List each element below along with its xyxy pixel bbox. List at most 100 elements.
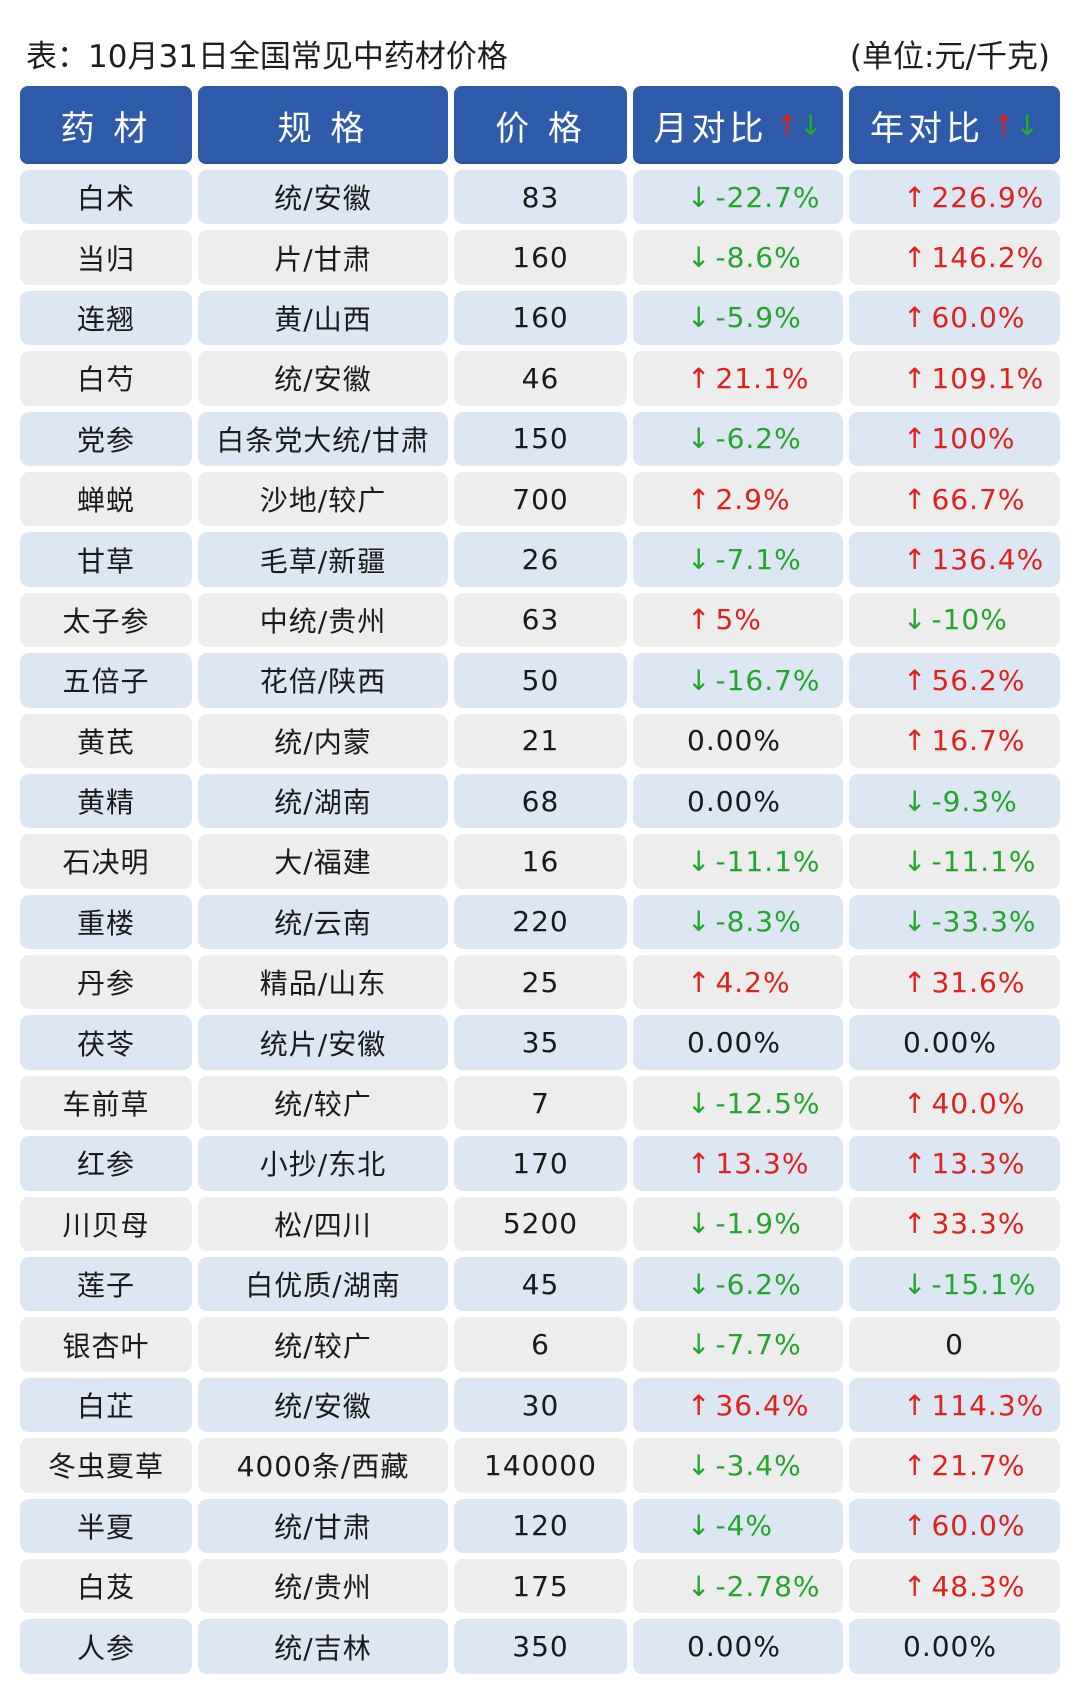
arrow-down-icon: ↓ (687, 1086, 712, 1120)
cell-month-change: ↓ -8.3% (633, 894, 843, 950)
header-year: 年对比 ↑↓ (849, 86, 1060, 164)
header-name: 药 材 (20, 86, 192, 164)
cell-year-change: ↑ 114.3% (849, 1377, 1060, 1433)
year-change-value: 21.7% (931, 1448, 1026, 1482)
trend-arrows-icon: ↑↓ (775, 108, 823, 142)
arrow-up-icon: ↑ (903, 965, 928, 999)
cell-name: 白芷 (20, 1377, 192, 1433)
arrow-down-icon: ↓ (687, 1509, 712, 1543)
cell-month-change: ↓ -6.2% (633, 411, 843, 466)
cell-month-change: 0.00% (633, 713, 843, 768)
cell-year-change: ↑ 100% (849, 411, 1060, 466)
year-change-value: 0 (945, 1328, 964, 1362)
header-month: 月对比 ↑↓ (633, 86, 843, 164)
arrow-up-icon: ↑ (903, 180, 928, 214)
cell-price: 63 (454, 592, 627, 648)
arrow-up-icon: ↑ (903, 724, 928, 758)
year-change-value: 60.0% (931, 1509, 1026, 1543)
cell-price: 45 (454, 1257, 627, 1312)
year-change-value: 48.3% (931, 1569, 1026, 1603)
header-month-label: 月对比 (653, 108, 768, 149)
cell-name: 五倍子 (20, 653, 192, 708)
arrow-up-icon: ↑ (903, 663, 928, 697)
cell-spec: 统/湖南 (198, 773, 448, 829)
cell-year-change: 0.00% (849, 1619, 1060, 1674)
month-change-value: 0.00% (687, 1630, 781, 1664)
arrow-down-icon: ↓ (687, 180, 712, 214)
arrow-down-icon: ↓ (687, 905, 712, 939)
cell-price: 83 (454, 170, 627, 225)
cell-price: 35 (454, 1015, 627, 1070)
arrow-up-icon: ↑ (687, 965, 712, 999)
cell-price: 140000 (454, 1438, 627, 1493)
cell-price: 46 (454, 351, 627, 406)
month-change-value: -8.3% (715, 905, 802, 939)
cell-name: 川贝母 (20, 1196, 192, 1252)
month-change-value: -22.7% (715, 180, 821, 214)
cell-name: 冬虫夏草 (20, 1438, 192, 1493)
cell-name: 石决明 (20, 834, 192, 889)
cell-name: 丹参 (20, 955, 192, 1010)
cell-price: 50 (454, 653, 627, 708)
year-change-value: 40.0% (931, 1086, 1026, 1120)
cell-month-change: ↓ -4% (633, 1498, 843, 1553)
cell-price: 700 (454, 471, 627, 527)
cell-year-change: 0.00% (849, 1015, 1060, 1070)
cell-name: 白芨 (20, 1558, 192, 1614)
cell-price: 160 (454, 290, 627, 346)
header-spec: 规 格 (198, 86, 448, 164)
cell-year-change: ↓ -33.3% (849, 894, 1060, 950)
year-change-value: 13.3% (931, 1146, 1026, 1180)
month-change-value: 0.00% (687, 1026, 781, 1060)
cell-price: 350 (454, 1619, 627, 1674)
year-change-value: 56.2% (931, 663, 1026, 697)
arrow-down-icon: ↓ (687, 301, 712, 335)
cell-name: 蝉蜕 (20, 471, 192, 527)
month-change-value: -6.2% (715, 422, 802, 456)
cell-name: 车前草 (20, 1075, 192, 1131)
month-change-value: 0.00% (687, 724, 781, 758)
cell-year-change: ↑ 16.7% (849, 713, 1060, 768)
cell-name: 莲子 (20, 1257, 192, 1312)
year-change-value: -9.3% (931, 784, 1018, 818)
arrow-down-icon: ↓ (903, 905, 928, 939)
arrow-down-icon: ↓ (687, 1569, 712, 1603)
arrow-up-icon: ↑ (687, 603, 712, 637)
cell-spec: 沙地/较广 (198, 471, 448, 527)
year-change-value: 226.9% (931, 180, 1045, 214)
cell-price: 120 (454, 1498, 627, 1553)
cell-price: 21 (454, 713, 627, 768)
cell-month-change: ↓ -5.9% (633, 290, 843, 346)
cell-spec: 统/安徽 (198, 1377, 448, 1433)
cell-name: 当归 (20, 230, 192, 285)
cell-spec: 统/较广 (198, 1317, 448, 1372)
cell-year-change: ↑ 60.0% (849, 290, 1060, 346)
cell-year-change: ↑ 66.7% (849, 471, 1060, 527)
cell-spec: 统/安徽 (198, 351, 448, 406)
year-change-value: 146.2% (931, 241, 1045, 275)
month-change-value: 5% (715, 603, 762, 637)
cell-month-change: ↓ -11.1% (633, 834, 843, 889)
cell-spec: 中统/贵州 (198, 592, 448, 648)
cell-month-change: ↑ 36.4% (633, 1377, 843, 1433)
cell-year-change: ↓ -15.1% (849, 1257, 1060, 1312)
arrow-down-icon: ↓ (687, 1448, 712, 1482)
cell-year-change: ↓ -11.1% (849, 834, 1060, 889)
month-change-value: -16.7% (715, 663, 821, 697)
year-change-value: 0.00% (903, 1630, 997, 1664)
arrow-up-icon: ↑ (903, 543, 928, 577)
cell-price: 150 (454, 411, 627, 466)
month-change-value: 36.4% (715, 1388, 810, 1422)
month-change-value: -8.6% (715, 241, 802, 275)
year-change-value: -11.1% (931, 844, 1037, 878)
year-change-value: -10% (931, 603, 1008, 637)
cell-name: 黄精 (20, 773, 192, 829)
cell-name: 白术 (20, 170, 192, 225)
month-change-value: -6.2% (715, 1267, 802, 1301)
month-change-value: -1.9% (715, 1207, 802, 1241)
year-change-value: 100% (931, 422, 1016, 456)
year-change-value: 66.7% (931, 482, 1026, 516)
cell-spec: 4000条/西藏 (198, 1438, 448, 1493)
arrow-down-icon: ↓ (903, 784, 928, 818)
month-change-value: 2.9% (715, 482, 791, 516)
